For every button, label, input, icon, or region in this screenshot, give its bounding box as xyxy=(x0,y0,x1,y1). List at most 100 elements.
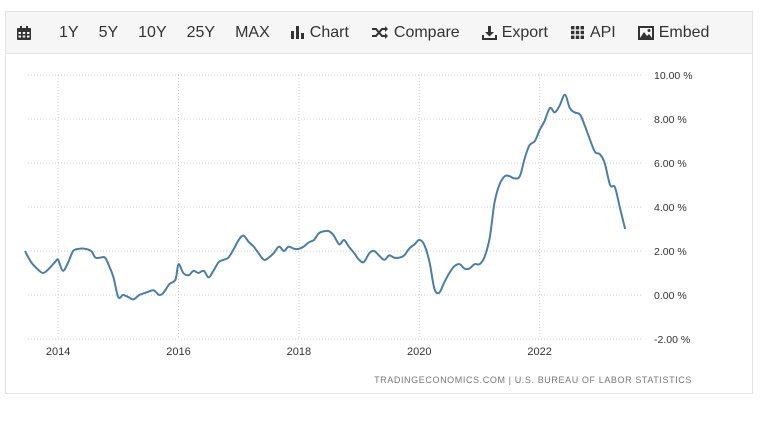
data-point[interactable] xyxy=(29,260,34,265)
data-point[interactable] xyxy=(402,253,407,258)
chart-type-button[interactable]: Chart xyxy=(290,24,349,42)
data-point[interactable] xyxy=(83,246,88,251)
data-point[interactable] xyxy=(331,233,336,238)
data-point[interactable] xyxy=(286,244,291,249)
data-point[interactable] xyxy=(382,257,387,262)
data-point[interactable] xyxy=(186,273,191,278)
data-point[interactable] xyxy=(482,255,487,260)
data-point[interactable] xyxy=(467,266,472,271)
data-point[interactable] xyxy=(472,262,477,267)
data-point[interactable] xyxy=(98,255,103,260)
data-point[interactable] xyxy=(256,251,261,256)
data-point[interactable] xyxy=(391,255,396,260)
data-point[interactable] xyxy=(121,293,126,298)
data-point[interactable] xyxy=(22,249,27,254)
data-point[interactable] xyxy=(216,260,221,265)
data-point[interactable] xyxy=(157,293,162,298)
data-point[interactable] xyxy=(131,297,136,302)
data-point[interactable] xyxy=(617,205,622,210)
data-point[interactable] xyxy=(597,152,602,157)
data-point[interactable] xyxy=(111,275,116,280)
data-point[interactable] xyxy=(231,246,236,251)
data-point[interactable] xyxy=(502,174,507,179)
data-point[interactable] xyxy=(367,251,372,256)
data-point[interactable] xyxy=(623,227,628,232)
data-point[interactable] xyxy=(60,268,65,273)
data-point[interactable] xyxy=(296,246,301,251)
data-point[interactable] xyxy=(56,257,61,262)
data-point[interactable] xyxy=(397,255,402,260)
data-point[interactable] xyxy=(126,295,131,300)
data-point[interactable] xyxy=(507,174,512,179)
data-point[interactable] xyxy=(552,110,557,115)
data-point[interactable] xyxy=(221,257,226,262)
data-point[interactable] xyxy=(442,279,447,284)
export-button[interactable]: Export xyxy=(481,24,548,42)
data-point[interactable] xyxy=(593,150,598,155)
data-point[interactable] xyxy=(316,231,321,236)
data-point[interactable] xyxy=(191,268,196,273)
data-point[interactable] xyxy=(577,112,582,117)
data-point[interactable] xyxy=(176,262,181,267)
data-point[interactable] xyxy=(281,249,286,254)
data-point[interactable] xyxy=(417,238,422,243)
data-point[interactable] xyxy=(346,244,351,249)
data-point[interactable] xyxy=(542,119,547,124)
data-point[interactable] xyxy=(447,271,452,276)
data-point[interactable] xyxy=(462,266,467,271)
data-point[interactable] xyxy=(522,156,527,161)
range-25y-button[interactable]: 25Y xyxy=(186,23,216,41)
range-10y-button[interactable]: 10Y xyxy=(138,23,167,41)
data-point[interactable] xyxy=(342,238,347,243)
data-point[interactable] xyxy=(322,229,327,234)
data-point[interactable] xyxy=(246,240,251,245)
data-point[interactable] xyxy=(116,295,121,300)
data-point[interactable] xyxy=(557,103,562,108)
data-point[interactable] xyxy=(452,264,457,269)
data-point[interactable] xyxy=(277,244,282,249)
data-point[interactable] xyxy=(437,290,442,295)
data-point[interactable] xyxy=(407,246,412,251)
data-point[interactable] xyxy=(77,246,82,251)
data-point[interactable] xyxy=(71,249,76,254)
data-point[interactable] xyxy=(89,249,94,254)
data-point[interactable] xyxy=(93,255,98,260)
data-point[interactable] xyxy=(512,176,517,181)
range-max-button[interactable]: MAX xyxy=(235,23,270,41)
range-5y-button[interactable]: 5Y xyxy=(98,23,119,41)
calendar-button[interactable] xyxy=(16,25,37,41)
data-point[interactable] xyxy=(562,92,567,97)
data-point[interactable] xyxy=(137,293,142,298)
range-1y-button[interactable]: 1Y xyxy=(59,23,79,41)
data-point[interactable] xyxy=(376,253,381,258)
data-point[interactable] xyxy=(206,275,211,280)
data-point[interactable] xyxy=(497,183,502,188)
compare-button[interactable]: Compare xyxy=(371,24,460,42)
data-point[interactable] xyxy=(307,240,312,245)
data-point[interactable] xyxy=(492,200,497,205)
data-point[interactable] xyxy=(326,229,331,234)
data-point[interactable] xyxy=(387,253,392,258)
data-point[interactable] xyxy=(107,264,112,269)
data-point[interactable] xyxy=(41,271,46,276)
data-point[interactable] xyxy=(201,268,206,273)
data-point[interactable] xyxy=(357,257,362,262)
data-point[interactable] xyxy=(602,161,607,166)
data-point[interactable] xyxy=(422,242,427,247)
data-point[interactable] xyxy=(173,277,178,282)
data-point[interactable] xyxy=(266,255,271,260)
data-point[interactable] xyxy=(527,143,532,148)
data-point[interactable] xyxy=(372,249,377,254)
data-point[interactable] xyxy=(352,251,357,256)
data-point[interactable] xyxy=(161,290,166,295)
data-point[interactable] xyxy=(572,110,577,115)
data-point[interactable] xyxy=(567,106,572,111)
data-point[interactable] xyxy=(587,136,592,141)
data-point[interactable] xyxy=(66,260,71,265)
data-point[interactable] xyxy=(612,185,617,190)
data-point[interactable] xyxy=(47,266,52,271)
data-point[interactable] xyxy=(517,174,522,179)
data-point[interactable] xyxy=(311,238,316,243)
data-point[interactable] xyxy=(241,233,246,238)
data-point[interactable] xyxy=(167,282,172,287)
